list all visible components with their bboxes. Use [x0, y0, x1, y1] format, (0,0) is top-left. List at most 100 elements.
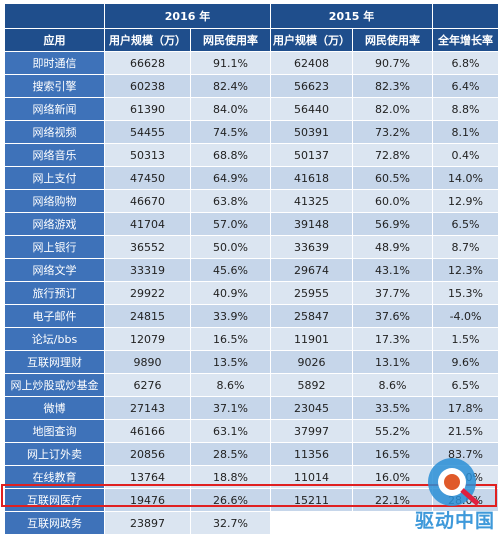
value-cell: 6.5% [432, 373, 500, 397]
value-cell: 15211 [270, 488, 354, 512]
table-row: 搜索引擎 60238 82.4% 56623 82.3% 6.4% [4, 74, 500, 98]
value-cell: 25847 [270, 304, 354, 328]
value-cell: 11356 [270, 442, 354, 466]
value-cell: 61390 [104, 97, 191, 121]
value-cell: 19476 [104, 488, 191, 512]
app-name: 论坛/bbs [4, 327, 105, 351]
value-cell: 41704 [104, 212, 191, 236]
value-cell: 17.8% [432, 396, 500, 420]
column-header: 网民使用率 [352, 28, 434, 52]
logo [428, 458, 480, 506]
table-row: 旅行预订 29922 40.9% 25955 37.7% 15.3% [4, 281, 500, 305]
value-cell: 64.9% [189, 166, 272, 190]
value-cell: 33639 [270, 235, 354, 259]
empty-cell [352, 511, 434, 535]
app-name: 即时通信 [4, 51, 105, 75]
value-cell: 90.7% [352, 51, 434, 75]
value-cell: 63.1% [189, 419, 272, 443]
app-name: 网络视频 [4, 120, 105, 144]
column-header: 用户规模（万） [104, 28, 191, 52]
table-row: 网上炒股或炒基金 6276 8.6% 5892 8.6% 6.5% [4, 373, 500, 397]
app-name: 搜索引擎 [4, 74, 105, 98]
table-row: 网络文学 33319 45.6% 29674 43.1% 12.3% [4, 258, 500, 282]
value-cell: 60.0% [352, 189, 434, 213]
value-cell: 41325 [270, 189, 354, 213]
value-cell: 33.9% [189, 304, 272, 328]
value-cell: 50391 [270, 120, 354, 144]
app-name: 电子邮件 [4, 304, 105, 328]
value-cell: 23897 [104, 511, 191, 535]
value-cell: 29674 [270, 258, 354, 282]
value-cell: 24815 [104, 304, 191, 328]
table-row: 论坛/bbs 12079 16.5% 11901 17.3% 1.5% [4, 327, 500, 351]
value-cell: 55.2% [352, 419, 434, 443]
value-cell: 54455 [104, 120, 191, 144]
value-cell: -4.0% [432, 304, 500, 328]
value-cell: 8.8% [432, 97, 500, 121]
table-row: 网上银行 36552 50.0% 33639 48.9% 8.7% [4, 235, 500, 259]
app-name: 在线教育 [4, 465, 105, 489]
value-cell: 5892 [270, 373, 354, 397]
value-cell: 74.5% [189, 120, 272, 144]
value-cell: 27143 [104, 396, 191, 420]
year-header: 2016 年 [103, 3, 272, 29]
table-body: 即时通信 66628 91.1% 62408 90.7% 6.8% 搜索引擎 60238 82.… [4, 51, 500, 535]
value-cell: 37.7% [352, 281, 434, 305]
table-row: 网上订外卖 20856 28.5% 11356 16.5% 83.7% [4, 442, 500, 466]
value-cell: 33.5% [352, 396, 434, 420]
value-cell: 16.5% [189, 327, 272, 351]
value-cell: 18.8% [189, 465, 272, 489]
table-row: 地图查询 46166 63.1% 37997 55.2% 21.5% [4, 419, 500, 443]
value-cell: 39148 [270, 212, 354, 236]
value-cell: 25955 [270, 281, 354, 305]
value-cell: 37.1% [189, 396, 272, 420]
table-row: 即时通信 66628 91.1% 62408 90.7% 6.8% [4, 51, 500, 75]
value-cell: 73.2% [352, 120, 434, 144]
value-cell: 50313 [104, 143, 191, 167]
app-name: 网络新闻 [4, 97, 105, 121]
column-header-row: 应用 用户规模（万） 网民使用率 用户规模（万） 网民使用率 全年增长率 [4, 28, 500, 52]
value-cell: 11901 [270, 327, 354, 351]
value-cell: 72.8% [352, 143, 434, 167]
value-cell: 23045 [270, 396, 354, 420]
column-header: 网民使用率 [189, 28, 272, 52]
value-cell: 33319 [104, 258, 191, 282]
value-cell: 56623 [270, 74, 354, 98]
app-name: 网络音乐 [4, 143, 105, 167]
value-cell: 91.1% [189, 51, 272, 75]
value-cell: 32.7% [189, 511, 272, 535]
value-cell: 11014 [270, 465, 354, 489]
value-cell: 56440 [270, 97, 354, 121]
value-cell: 8.7% [432, 235, 500, 259]
value-cell: 43.1% [352, 258, 434, 282]
value-cell: 17.3% [352, 327, 434, 351]
value-cell: 8.6% [352, 373, 434, 397]
value-cell: 9026 [270, 350, 354, 374]
value-cell: 6.4% [432, 74, 500, 98]
value-cell: 26.6% [189, 488, 272, 512]
value-cell: 46166 [104, 419, 191, 443]
value-cell: 6276 [104, 373, 191, 397]
empty-cell [432, 511, 500, 535]
value-cell: 46670 [104, 189, 191, 213]
value-cell: 82.3% [352, 74, 434, 98]
value-cell: 29922 [104, 281, 191, 305]
app-name: 网络游戏 [4, 212, 105, 236]
app-name: 网上支付 [4, 166, 105, 190]
app-name: 网络购物 [4, 189, 105, 213]
value-cell: 63.8% [189, 189, 272, 213]
value-cell: 12079 [104, 327, 191, 351]
value-cell: 28.5% [189, 442, 272, 466]
app-name: 网上炒股或炒基金 [4, 373, 105, 397]
table-row: 互联网政务 23897 32.7% [4, 511, 500, 535]
value-cell: 56.9% [352, 212, 434, 236]
value-cell: 84.0% [189, 97, 272, 121]
table-row: 微博 27143 37.1% 23045 33.5% 17.8% [4, 396, 500, 420]
year-header-row: 2016 年 2015 年 [4, 3, 500, 29]
value-cell: 20856 [104, 442, 191, 466]
value-cell: 50137 [270, 143, 354, 167]
value-cell: 12.9% [432, 189, 500, 213]
value-cell: 8.6% [189, 373, 272, 397]
table-row: 网络新闻 61390 84.0% 56440 82.0% 8.8% [4, 97, 500, 121]
